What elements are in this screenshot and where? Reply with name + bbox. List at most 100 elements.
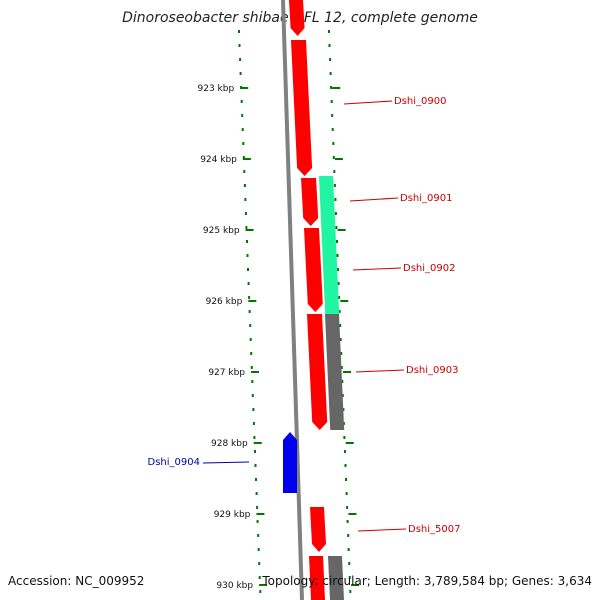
major-tick-inner bbox=[242, 158, 251, 160]
major-tick-outer bbox=[340, 300, 349, 302]
ruler-dot-outer bbox=[342, 408, 345, 411]
ruler-dot-outer bbox=[341, 394, 344, 397]
ruler-dot-inner bbox=[239, 72, 242, 75]
ruler-dot-inner bbox=[239, 58, 242, 61]
ruler-dot-inner bbox=[255, 492, 258, 495]
ruler-dot-inner bbox=[257, 534, 260, 537]
ruler-dot-outer bbox=[330, 86, 333, 89]
ruler-dot-outer bbox=[328, 44, 331, 47]
ruler-dot-outer bbox=[337, 268, 339, 271]
gene-label[interactable]: Dshi_0900 bbox=[394, 96, 446, 107]
gene-label[interactable]: Dshi_0902 bbox=[403, 263, 455, 274]
ruler-dot-inner bbox=[246, 240, 248, 243]
ruler-dot-outer bbox=[336, 254, 339, 257]
major-tick-inner bbox=[259, 584, 268, 586]
ruler-dot-inner bbox=[242, 156, 245, 159]
ruler-dot-inner bbox=[238, 30, 240, 33]
ruler-dot-inner bbox=[242, 142, 245, 145]
major-tick-inner bbox=[245, 229, 254, 231]
ruler-dot-inner bbox=[256, 520, 259, 523]
ruler-dot-outer bbox=[341, 380, 344, 383]
gene-block-forward bbox=[304, 228, 323, 312]
ruler-dot-outer bbox=[346, 520, 349, 523]
ruler-dot-outer bbox=[335, 226, 338, 229]
ruler-dot-outer bbox=[349, 590, 352, 593]
major-tick-inner bbox=[256, 513, 265, 515]
ruler-dot-inner bbox=[251, 394, 254, 397]
ruler-dot-inner bbox=[241, 128, 244, 131]
ruler-dot-outer bbox=[331, 128, 334, 131]
ruler-dot-inner bbox=[259, 590, 262, 593]
ruler-dot-outer bbox=[329, 58, 332, 61]
ruler-dot-outer bbox=[344, 450, 346, 453]
ruler-dot-outer bbox=[331, 114, 334, 117]
ruler-dot-inner bbox=[254, 450, 256, 453]
ruler-dot-outer bbox=[348, 576, 351, 579]
topology-summary: Topology: circular; Length: 3,789,584 bp… bbox=[262, 574, 592, 588]
gene-label[interactable]: Dshi_0904 bbox=[148, 457, 200, 468]
gene-block-forward bbox=[291, 40, 313, 176]
ruler-dot-inner bbox=[243, 170, 246, 173]
ruler-dot-inner bbox=[240, 100, 243, 103]
tick-label: 928 kbp bbox=[211, 439, 248, 449]
major-tick-inner bbox=[253, 442, 262, 444]
ruler-dot-outer bbox=[333, 184, 336, 187]
ruler-dot-outer bbox=[345, 492, 348, 495]
ruler-dot-outer bbox=[343, 436, 346, 439]
ruler-dot-inner bbox=[252, 422, 255, 425]
ruler-dot-outer bbox=[345, 478, 347, 481]
ruler-dot-outer bbox=[336, 240, 338, 243]
ruler-dot-inner bbox=[249, 324, 252, 327]
ruler-dot-inner bbox=[250, 366, 253, 369]
ruler-dot-inner bbox=[247, 282, 250, 285]
tick-label: 926 kbp bbox=[206, 297, 243, 307]
ruler-dot-inner bbox=[248, 296, 251, 299]
ruler-dot-outer bbox=[328, 30, 330, 33]
gene-block-reverse bbox=[283, 432, 297, 493]
ruler-dot-inner bbox=[254, 464, 257, 467]
tick-label: 923 kbp bbox=[198, 84, 235, 94]
major-tick-inner bbox=[248, 300, 257, 302]
ruler-dot-outer bbox=[347, 534, 350, 537]
tick-label: 930 kbp bbox=[216, 581, 253, 591]
ruler-dot-outer bbox=[339, 324, 342, 327]
gene-label-leader bbox=[352, 267, 402, 271]
ruler-dot-inner bbox=[255, 478, 257, 481]
tick-label: 924 kbp bbox=[200, 155, 237, 165]
gene-label[interactable]: Dshi_0903 bbox=[406, 365, 458, 376]
ruler-dot-outer bbox=[339, 338, 342, 341]
major-tick-outer bbox=[348, 513, 357, 515]
genome-backbone bbox=[281, 0, 304, 600]
major-tick-outer bbox=[351, 584, 360, 586]
tick-label: 927 kbp bbox=[208, 368, 245, 378]
ruler-dot-inner bbox=[245, 226, 248, 229]
gene-label[interactable]: Dshi_5007 bbox=[408, 524, 460, 535]
ruler-dot-outer bbox=[334, 198, 337, 201]
gene-label-leader bbox=[357, 528, 407, 532]
ruler-dot-outer bbox=[329, 72, 332, 75]
major-tick-outer bbox=[337, 229, 346, 231]
accession-text: Accession: NC_009952 bbox=[8, 574, 145, 588]
ruler-dot-inner bbox=[241, 114, 244, 117]
gray-feature-block bbox=[328, 556, 344, 600]
ruler-dot-inner bbox=[251, 380, 254, 383]
gene-label-leader bbox=[355, 369, 405, 373]
ruler-dot-outer bbox=[340, 352, 343, 355]
major-tick-outer bbox=[343, 371, 351, 373]
ruler-dot-inner bbox=[238, 44, 241, 47]
rna-feature-block bbox=[319, 176, 340, 314]
ruler-dot-inner bbox=[258, 576, 261, 579]
gene-block-forward bbox=[309, 556, 325, 600]
ruler-dot-outer bbox=[344, 464, 347, 467]
gene-block-forward bbox=[310, 507, 326, 552]
ruler-dot-inner bbox=[256, 506, 259, 509]
gene-label[interactable]: Dshi_0901 bbox=[400, 193, 452, 204]
major-tick-outer bbox=[345, 442, 354, 444]
major-tick-inner bbox=[251, 371, 259, 373]
ruler-dot-outer bbox=[330, 100, 333, 103]
ruler-dot-inner bbox=[244, 212, 247, 215]
ruler-dot-inner bbox=[247, 268, 249, 271]
ruler-dot-inner bbox=[252, 408, 255, 411]
ruler-dot-outer bbox=[338, 296, 341, 299]
